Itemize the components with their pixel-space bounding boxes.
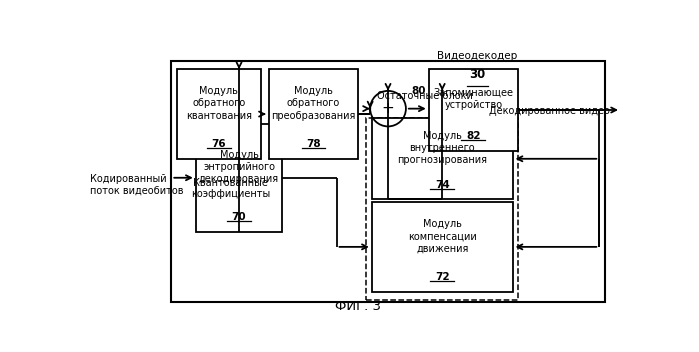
Text: Видеодекодер: Видеодекодер [438,51,517,61]
Text: Модуль
внутреннего
прогнозирования: Модуль внутреннего прогнозирования [397,131,487,165]
Bar [366,118,518,300]
Text: 72: 72 [435,272,449,282]
Bar [428,69,518,151]
Bar [177,69,261,159]
Text: +: + [382,101,394,116]
Text: ФИГ. 3: ФИГ. 3 [336,300,381,313]
Bar [269,69,359,159]
Bar [196,124,282,232]
Text: Кодированный
поток видеобитов: Кодированный поток видеобитов [90,174,184,195]
Text: 82: 82 [466,131,481,141]
Text: 30: 30 [469,68,486,81]
Text: 78: 78 [306,139,321,149]
Text: Остаточные блоки: Остаточные блоки [377,92,473,101]
Text: Модуль
обратного
преобразования: Модуль обратного преобразования [271,86,356,121]
Text: Модуль
энтропийного
декодирования: Модуль энтропийного декодирования [199,150,279,184]
Text: Квантованные
коэффициенты: Квантованные коэффициенты [192,178,271,199]
Text: Декодированное видео: Декодированное видео [489,106,610,117]
Bar [372,202,512,291]
Text: 74: 74 [435,180,449,189]
Text: Модуль
компенсации
движения: Модуль компенсации движения [408,219,477,253]
Bar [372,118,512,200]
Text: 80: 80 [411,86,426,96]
Bar [171,61,605,302]
Text: Запоминающее
устройство: Запоминающее устройство [433,88,513,111]
Text: 70: 70 [232,212,246,222]
Text: Модуль
обратного
квантования: Модуль обратного квантования [186,86,252,121]
Text: 76: 76 [211,139,226,149]
